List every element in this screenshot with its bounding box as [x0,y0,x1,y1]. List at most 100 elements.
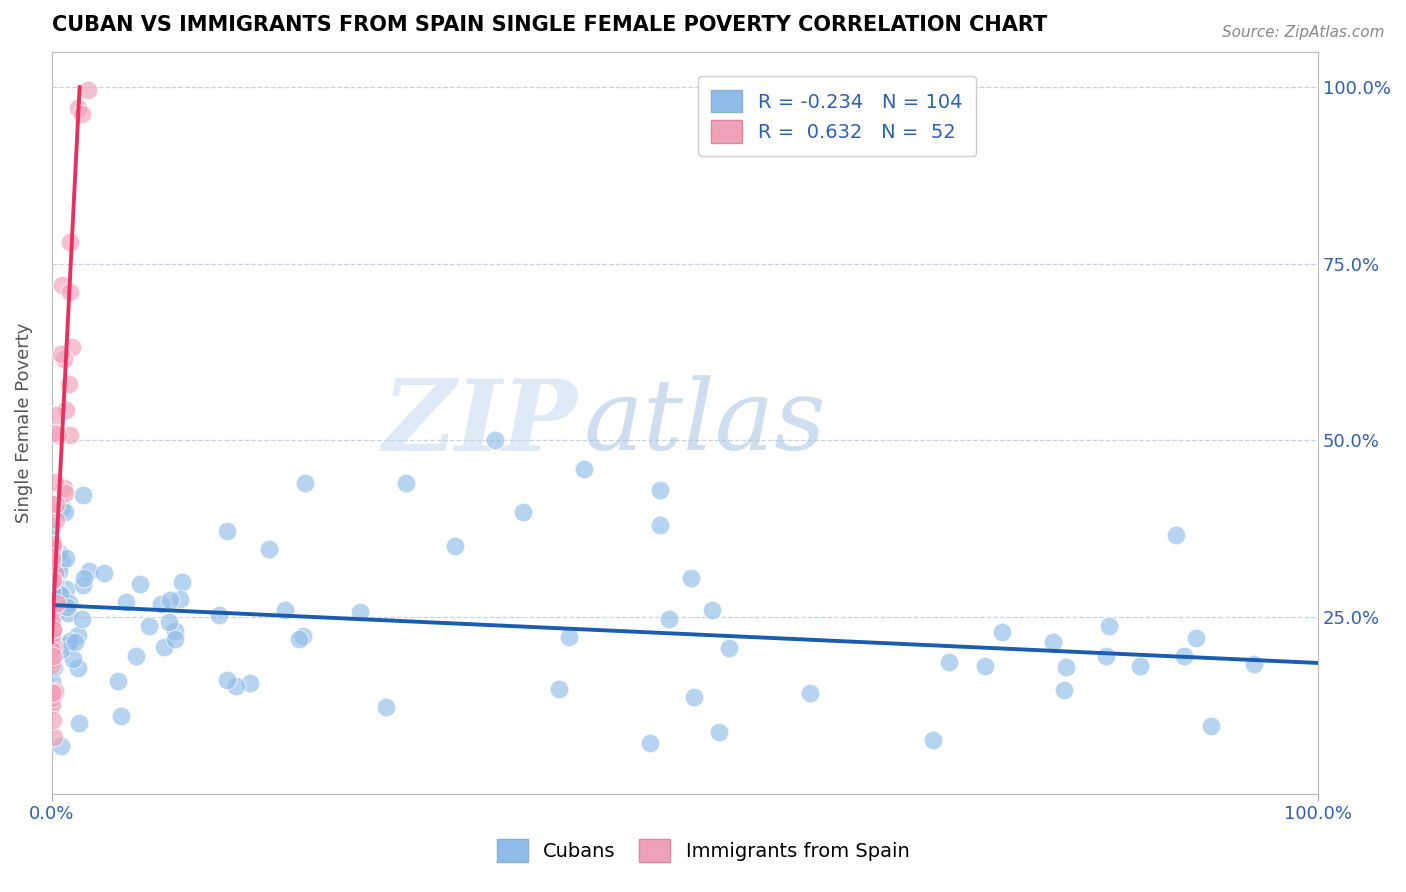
Point [41,635,63,649]
Text: Source: ZipAtlas.com: Source: ZipAtlas.com [1222,25,1385,40]
Point [640,736,662,750]
Point [67,628,90,642]
Point [157,615,180,629]
Point [41,640,63,654]
Point [41,537,63,551]
Point [799,686,821,700]
Point [59,427,82,442]
Point [41,614,63,628]
Point [375,699,398,714]
Point [63,635,86,649]
Point [41,547,63,561]
Point [41,643,63,657]
Text: atlas: atlas [583,376,827,470]
Point [41,674,63,689]
Point [129,577,152,591]
Point [288,632,311,646]
Point [42,609,65,624]
Point [922,732,945,747]
Point [658,612,681,626]
Point [44,578,66,592]
Point [1054,660,1077,674]
Point [44,475,66,489]
Point [41,691,63,706]
Legend: R = -0.234   N = 104, R =  0.632   N =  52: R = -0.234 N = 104, R = 0.632 N = 52 [697,77,976,156]
Point [93,566,115,580]
Point [149,597,172,611]
Point [41,686,63,700]
Point [41,549,63,564]
Point [45,513,67,527]
Point [1098,619,1121,633]
Point [41,518,63,533]
Point [1166,528,1188,542]
Point [55,582,77,596]
Point [59,285,82,299]
Point [990,624,1012,639]
Point [172,574,194,589]
Point [484,434,506,448]
Point [51,643,73,657]
Point [115,595,138,609]
Point [648,483,671,497]
Point [45,599,67,613]
Point [41,653,63,667]
Point [41,643,63,657]
Point [41,622,63,636]
Point [169,591,191,606]
Point [274,603,297,617]
Point [42,649,65,664]
Point [165,624,187,638]
Point [395,475,418,490]
Point [67,660,90,674]
Point [46,563,69,577]
Point [70,107,93,121]
Point [1094,648,1116,663]
Point [41,585,63,599]
Point [55,505,77,519]
Point [1129,658,1152,673]
Point [41,497,63,511]
Point [42,660,65,674]
Point [41,574,63,588]
Point [55,600,77,615]
Point [44,566,66,581]
Point [215,524,238,538]
Point [59,235,82,249]
Point [51,589,73,603]
Point [41,564,63,578]
Point [125,649,148,664]
Point [48,545,70,559]
Point [159,592,181,607]
Point [257,542,280,557]
Point [292,629,315,643]
Point [41,545,63,559]
Point [70,612,93,626]
Point [53,351,76,366]
Point [683,690,706,704]
Point [44,574,66,588]
Point [51,277,73,292]
Point [41,554,63,568]
Point [700,603,723,617]
Text: ZIP: ZIP [382,375,578,471]
Point [138,619,160,633]
Point [107,674,129,689]
Point [58,376,80,391]
Point [46,427,69,442]
Point [42,626,65,640]
Point [215,673,238,687]
Point [1199,719,1222,733]
Text: CUBAN VS IMMIGRANTS FROM SPAIN SINGLE FEMALE POVERTY CORRELATION CHART: CUBAN VS IMMIGRANTS FROM SPAIN SINGLE FE… [52,15,1047,35]
Point [60,340,83,354]
Point [41,694,63,708]
Point [49,739,72,753]
Point [648,518,671,533]
Point [77,564,100,578]
Point [1185,631,1208,645]
Point [42,540,65,554]
Point [67,101,90,115]
Point [52,481,75,495]
Point [153,640,176,655]
Point [41,685,63,699]
